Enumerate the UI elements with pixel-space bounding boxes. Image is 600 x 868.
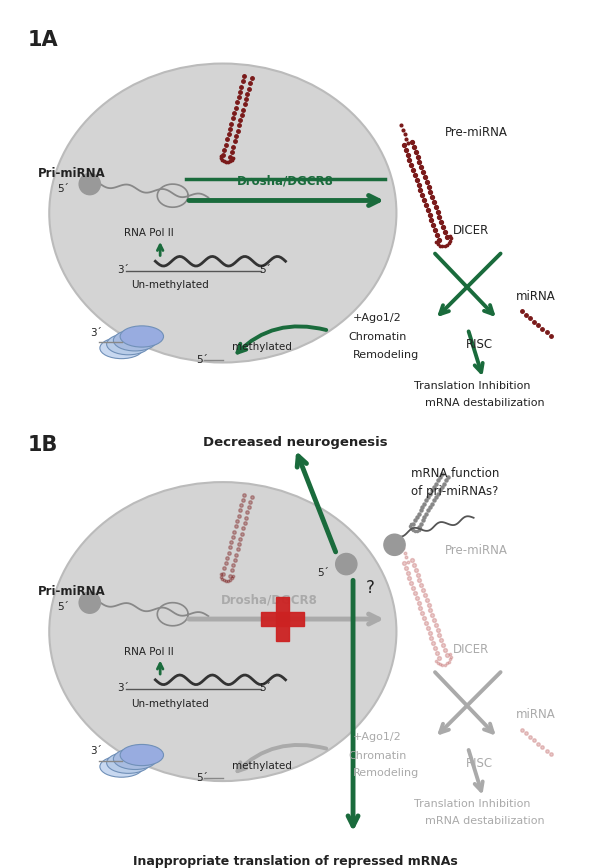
Text: Pri-miRNA: Pri-miRNA xyxy=(38,167,106,180)
Text: Chromatin: Chromatin xyxy=(348,332,407,342)
Ellipse shape xyxy=(107,333,150,355)
Text: Decreased neurogenesis: Decreased neurogenesis xyxy=(203,436,388,449)
Text: Remodeling: Remodeling xyxy=(353,350,419,359)
Text: Remodeling: Remodeling xyxy=(353,768,419,779)
Ellipse shape xyxy=(120,745,164,766)
Ellipse shape xyxy=(100,756,143,777)
Ellipse shape xyxy=(49,63,397,363)
Text: 5´: 5´ xyxy=(259,265,271,275)
Text: 3´: 3´ xyxy=(90,746,101,756)
Text: 3´: 3´ xyxy=(117,265,128,275)
Ellipse shape xyxy=(107,753,150,773)
Text: 5´: 5´ xyxy=(57,184,69,194)
Text: Translation Inhibition: Translation Inhibition xyxy=(414,799,530,809)
Text: miRNA: miRNA xyxy=(516,290,556,303)
Text: mRNA function: mRNA function xyxy=(411,467,499,480)
Circle shape xyxy=(335,554,357,575)
Text: RNA Pol II: RNA Pol II xyxy=(124,647,174,657)
Polygon shape xyxy=(276,597,289,641)
Text: of pri-miRNAs?: of pri-miRNAs? xyxy=(411,484,498,497)
Circle shape xyxy=(79,592,100,614)
Text: methylated: methylated xyxy=(232,342,292,352)
Text: 1A: 1A xyxy=(28,30,59,49)
Text: Drosha/DGCR8: Drosha/DGCR8 xyxy=(221,594,317,607)
Text: 3´: 3´ xyxy=(117,683,128,694)
Text: Pre-miRNA: Pre-miRNA xyxy=(445,126,508,139)
Text: 5´: 5´ xyxy=(259,683,271,694)
Text: RNA Pol II: RNA Pol II xyxy=(124,228,174,238)
Text: Pre-miRNA: Pre-miRNA xyxy=(445,544,508,557)
Text: miRNA: miRNA xyxy=(516,708,556,721)
Text: mRNA destabilization: mRNA destabilization xyxy=(425,398,545,408)
Text: Drosha/DGCR8: Drosha/DGCR8 xyxy=(237,175,334,188)
Text: ?: ? xyxy=(365,579,374,597)
Text: mRNA destabilization: mRNA destabilization xyxy=(425,817,545,826)
Ellipse shape xyxy=(113,748,157,770)
Text: 3´: 3´ xyxy=(90,327,101,338)
Text: Translation Inhibition: Translation Inhibition xyxy=(414,380,530,391)
Text: +Ago1/2: +Ago1/2 xyxy=(353,313,402,323)
Text: Chromatin: Chromatin xyxy=(348,751,407,761)
Text: Un-methylated: Un-methylated xyxy=(131,280,209,290)
Text: Pri-miRNA: Pri-miRNA xyxy=(38,585,106,598)
Circle shape xyxy=(384,534,405,556)
Text: Un-methylated: Un-methylated xyxy=(131,699,209,709)
Text: RISC: RISC xyxy=(466,338,493,351)
Text: DICER: DICER xyxy=(452,643,488,656)
Text: 5´: 5´ xyxy=(317,568,329,577)
Text: RISC: RISC xyxy=(466,757,493,770)
Ellipse shape xyxy=(120,326,164,347)
Text: 5´: 5´ xyxy=(57,602,69,612)
Polygon shape xyxy=(261,612,304,626)
Text: Inappropriate translation of repressed mRNAs: Inappropriate translation of repressed m… xyxy=(133,855,458,868)
Text: 5´: 5´ xyxy=(196,354,208,365)
Text: +Ago1/2: +Ago1/2 xyxy=(353,732,402,741)
Ellipse shape xyxy=(113,330,157,351)
Circle shape xyxy=(79,174,100,194)
Text: DICER: DICER xyxy=(452,224,488,237)
Text: 1B: 1B xyxy=(28,435,58,455)
Ellipse shape xyxy=(49,482,397,781)
Text: methylated: methylated xyxy=(232,760,292,771)
Text: 5´: 5´ xyxy=(196,773,208,783)
Ellipse shape xyxy=(100,338,143,358)
